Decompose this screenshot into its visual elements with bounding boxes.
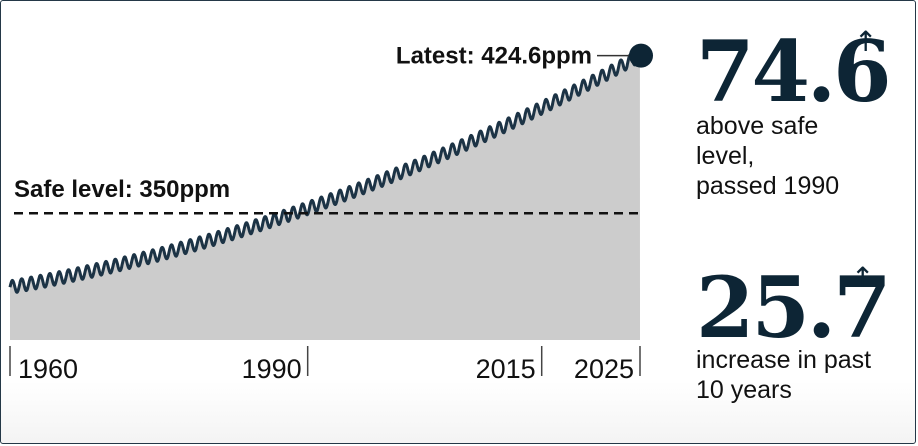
stat-desc-line: above safe [696, 112, 819, 140]
x-axis: 1960 1990 2015 2025 [9, 346, 641, 384]
stat-desc-above-safe: above safe level, passed 1990 [696, 111, 839, 201]
stat-desc-increase: increase in past 10 years [696, 345, 871, 405]
x-axis-tick-label: 1960 [18, 354, 78, 384]
stat-desc-line: level, [696, 142, 755, 170]
stat-desc-line: 10 years [696, 376, 792, 404]
x-axis-tick-label: 2025 [574, 354, 634, 384]
co2-area-fill [10, 49, 640, 340]
stat-desc-line: increase in past [696, 346, 872, 374]
stat-desc-line: passed 1990 [696, 172, 840, 200]
co2-concentration-line [8, 48, 641, 294]
stat-value-above-safe: 74.6 [696, 22, 892, 121]
x-axis-tick-label: 1990 [242, 354, 302, 384]
arrow-up-icon: ↑ [854, 25, 878, 58]
arrow-up-icon: ↑ [851, 261, 875, 294]
x-axis-tick-label: 2015 [476, 354, 536, 384]
latest-value-dot [629, 43, 653, 68]
latest-value-label: Latest: 424.6ppm [396, 43, 592, 70]
stat-value-increase: 25.7 [696, 258, 892, 357]
safe-level-label: Safe level: 350ppm [14, 176, 230, 203]
